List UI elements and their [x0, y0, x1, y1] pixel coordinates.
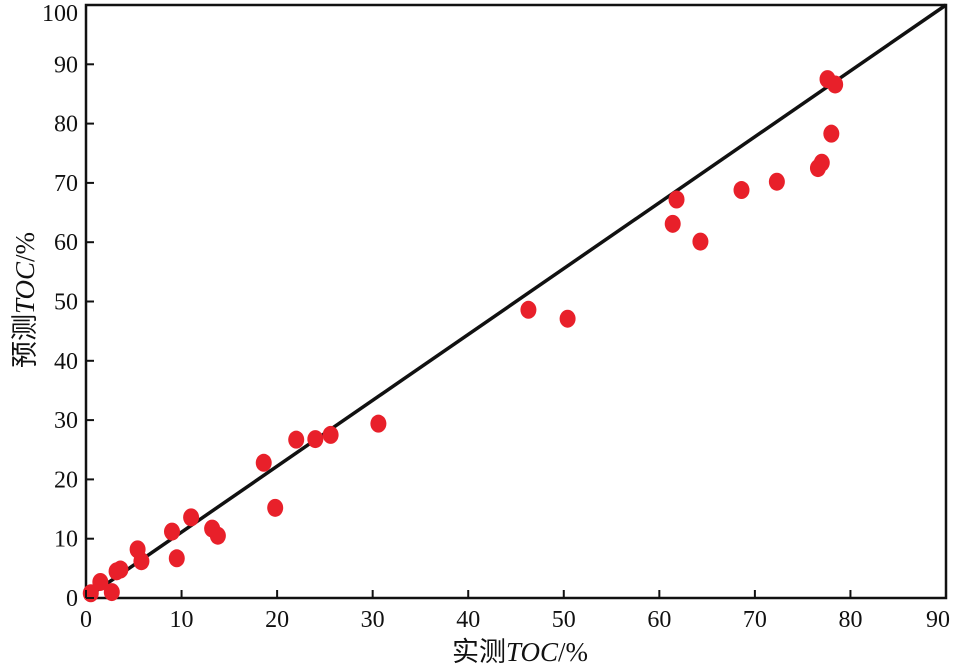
data-point	[823, 124, 840, 143]
data-point	[164, 522, 180, 541]
data-point	[112, 560, 129, 579]
x-axis-ticks: 0 10 20 30 40 50 60 70 80 90	[80, 590, 950, 633]
y-tick-label: 30	[54, 408, 78, 434]
x-tick-label: 70	[743, 607, 767, 633]
data-point	[768, 172, 785, 191]
data-points	[82, 70, 844, 603]
y-axis-title-var: TOC	[10, 261, 40, 314]
y-tick-label: 80	[54, 112, 78, 138]
x-axis-title-var: TOC	[506, 637, 559, 667]
y-axis-title-unit: /%	[10, 232, 40, 262]
data-point	[183, 508, 200, 527]
x-tick-label: 0	[80, 607, 92, 633]
x-axis-title-unit: /%	[558, 637, 588, 667]
data-point	[288, 430, 305, 449]
reference-line-group	[85, 3, 947, 600]
data-point	[813, 153, 830, 172]
y-tick-label: 50	[54, 290, 78, 316]
data-point	[520, 300, 537, 319]
y-tick-label: 60	[54, 230, 78, 256]
y-tick-label: 20	[54, 467, 78, 493]
data-point	[92, 572, 109, 591]
y-tick-label: 100	[42, 1, 78, 27]
data-point	[664, 214, 681, 233]
data-point	[827, 75, 844, 94]
data-point	[559, 309, 576, 328]
y-tick-label: 0	[66, 586, 78, 612]
y-axis-ticks: 0 10 20 30 40 50 60 70 80 90 100	[42, 1, 94, 612]
y-tick-label: 10	[54, 527, 78, 553]
y-tick-label: 70	[54, 171, 78, 197]
data-point	[267, 498, 284, 517]
y-axis-title-prefix: 预测	[10, 314, 40, 368]
x-tick-label: 30	[361, 607, 385, 633]
data-point	[103, 583, 120, 602]
x-tick-label: 50	[552, 607, 576, 633]
data-point	[692, 232, 709, 251]
data-point	[255, 453, 272, 472]
y-tick-label: 90	[54, 52, 78, 78]
x-axis-title-prefix: 实测	[452, 637, 506, 667]
data-point	[733, 181, 750, 200]
x-tick-label: 20	[265, 607, 289, 633]
data-point	[307, 430, 324, 449]
y-tick-label: 40	[54, 349, 78, 375]
x-tick-label: 10	[170, 607, 194, 633]
x-tick-label: 40	[456, 607, 480, 633]
data-point	[209, 526, 226, 545]
x-tick-label: 60	[647, 607, 671, 633]
reference-line	[85, 3, 947, 600]
x-tick-label: 80	[838, 607, 862, 633]
y-axis-title: 预测TOC/%	[10, 232, 40, 368]
data-point	[168, 549, 185, 568]
data-point	[668, 190, 685, 209]
data-point	[370, 414, 387, 433]
data-point	[133, 552, 150, 571]
x-tick-label: 90	[926, 607, 950, 633]
data-point	[322, 425, 339, 444]
x-axis-title: 实测TOC/%	[452, 637, 588, 667]
